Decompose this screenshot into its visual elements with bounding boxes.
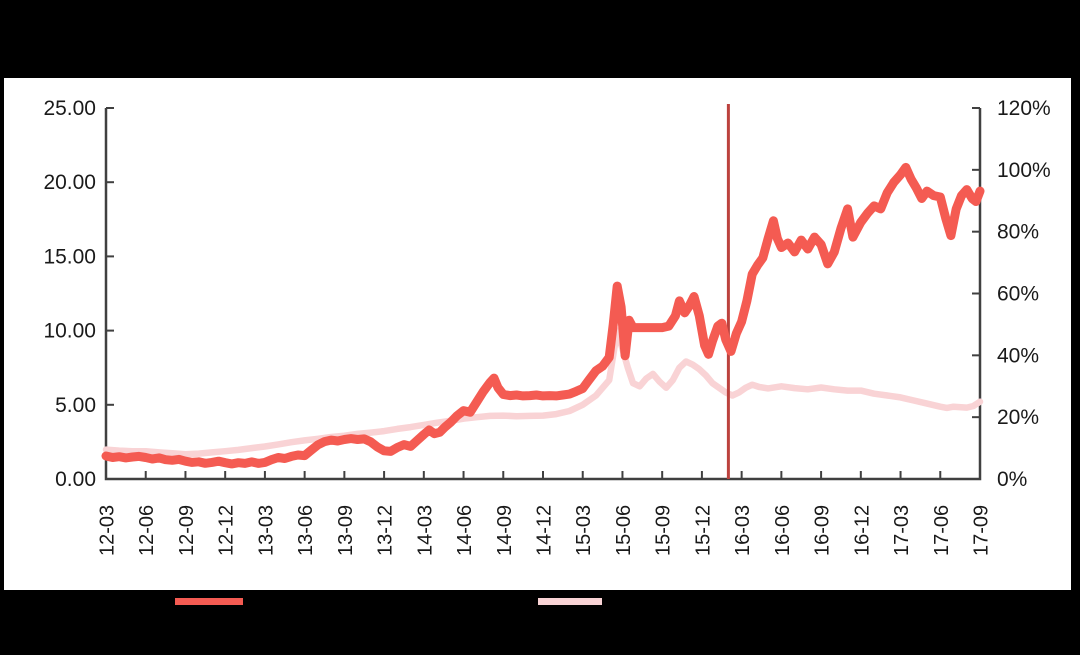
x-axis-tick-label: 12-09 xyxy=(176,505,198,556)
x-axis-tick-label: 14-03 xyxy=(414,505,436,556)
x-axis-tick-label: 17-09 xyxy=(971,505,993,556)
x-axis-tick-label: 13-09 xyxy=(335,505,357,556)
x-axis-tick-label: 13-03 xyxy=(255,505,277,556)
x-axis-tick-label: 14-06 xyxy=(454,505,476,556)
right-axis-tick-label: 20% xyxy=(997,406,1039,429)
right-black-strip xyxy=(1071,0,1080,655)
x-axis-tick-label: 12-06 xyxy=(136,505,158,556)
left-axis-tick-label: 20.00 xyxy=(43,171,96,194)
x-axis-tick-label: 13-12 xyxy=(375,505,397,556)
right-axis-tick-label: 80% xyxy=(997,221,1039,244)
left-axis-tick-label: 25.00 xyxy=(43,97,96,120)
thick-red-line xyxy=(101,162,985,469)
top-black-bar xyxy=(0,0,1080,78)
x-axis-tick-label: 15-06 xyxy=(613,505,635,556)
bottom-black-bar xyxy=(0,590,1080,655)
right-axis-tick-label: 40% xyxy=(997,344,1039,367)
right-axis-tick-label: 100% xyxy=(997,159,1051,182)
x-axis-tick-label: 16-03 xyxy=(732,505,754,556)
left-axis-tick-label: 10.00 xyxy=(43,320,96,343)
x-axis-tick-label: 15-09 xyxy=(653,505,675,556)
x-axis-tick-label: 14-12 xyxy=(534,505,556,556)
x-axis-tick-label: 17-03 xyxy=(891,505,913,556)
legend-swatch-pink-series xyxy=(538,598,602,605)
right-axis-tick-label: 60% xyxy=(997,283,1039,306)
x-axis-tick-label: 13-06 xyxy=(295,505,317,556)
axes xyxy=(104,108,982,481)
x-axis-tick-label: 16-06 xyxy=(772,505,794,556)
x-axis-tick-label: 12-03 xyxy=(97,505,119,556)
left-axis-tick-label: 15.00 xyxy=(43,245,96,268)
x-axis-tick-label: 14-09 xyxy=(494,505,516,556)
x-axis-tick-label: 15-03 xyxy=(573,505,595,556)
left-black-strip xyxy=(0,0,4,655)
x-axis-tick-label: 16-09 xyxy=(812,505,834,556)
right-axis-tick-label: 0% xyxy=(997,468,1027,491)
left-axis-tick-label: 5.00 xyxy=(55,394,96,417)
left-axis-tick-label: 0.00 xyxy=(55,468,96,491)
x-axis-tick-label: 12-12 xyxy=(216,505,238,556)
legend-swatch-red-series xyxy=(175,598,243,605)
x-axis-tick-label: 17-06 xyxy=(931,505,953,556)
x-axis-tick-label: 16-12 xyxy=(851,505,873,556)
x-axis-tick-label: 15-12 xyxy=(692,505,714,556)
right-axis-tick-label: 120% xyxy=(997,97,1051,120)
